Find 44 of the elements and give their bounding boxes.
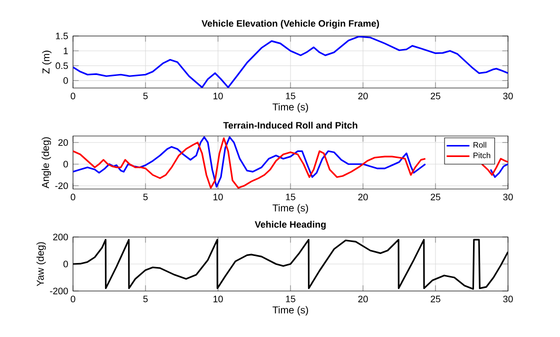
x-tick-label: 30 [503,296,513,302]
x-tick-label: 25 [430,194,440,200]
x-tick-label: 15 [286,92,296,100]
x-tick-label: 5 [143,296,148,302]
x-tick-label: 10 [214,194,223,200]
x-tick-label: 5 [143,92,148,100]
x-axis-title: Time (s) [272,204,308,214]
chart-title: Vehicle Elevation (Vehicle Origin Frame) [202,20,379,29]
chart-title: Vehicle Heading [254,220,326,230]
y-axis-title: Z (m) [42,50,52,74]
x-tick-label: 0 [70,296,76,302]
x-tick-label: 25 [430,92,440,100]
y-tick-label: 1 [64,48,68,54]
y-tick-label: 0.5 [56,62,68,70]
y-tick-label: 0 [63,77,68,84]
x-tick-label: 0 [70,92,76,100]
x-tick-label: 15 [286,296,296,302]
x-tick-label: 10 [214,296,223,302]
line-series [73,238,508,290]
y-tick-label: 20 [58,139,68,146]
x-tick-label: 10 [214,92,223,100]
y-tick-label: 0 [63,260,68,268]
x-axis-title: Time (s) [272,103,308,112]
y-axis-title: Yaw (deg) [36,242,46,286]
x-tick-label: 15 [286,194,296,200]
y-tick-label: 1.5 [56,32,68,40]
x-tick-label: 20 [358,92,368,100]
x-axis-title: Time (s) [272,306,308,316]
y-tick-label: 200 [53,234,68,240]
line-series [73,36,508,88]
x-tick-label: 20 [358,194,368,200]
y-tick-label: 0 [63,160,68,168]
x-tick-label: 30 [503,194,513,200]
x-tick-label: 30 [503,92,513,100]
y-tick-label: -20 [55,182,68,190]
y-tick-label: -200 [50,288,68,294]
chart-title: Terrain-Induced Roll and Pitch [223,122,358,129]
legend-label: Pitch [474,152,490,158]
x-tick-label: 25 [430,296,440,302]
x-tick-label: 20 [358,296,368,302]
x-tick-label: 5 [143,194,148,200]
legend-label: Roll [474,142,486,148]
x-tick-label: 0 [70,194,76,200]
y-axis-title: Angle (deg) [42,137,51,188]
